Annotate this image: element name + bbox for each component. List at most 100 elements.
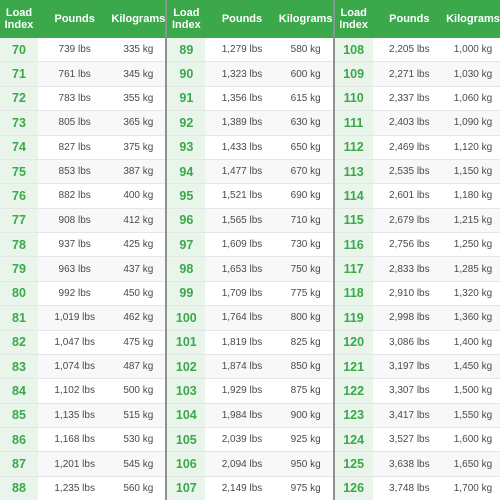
- load-index-cell: 122: [334, 379, 373, 403]
- load-index-cell: 81: [0, 306, 38, 330]
- table-row: 122 3,307 lbs 1,500 kg: [334, 378, 500, 403]
- kilograms-cell: 975 kg: [278, 476, 333, 500]
- table-row: 120 3,086 lbs 1,400 kg: [334, 329, 500, 354]
- kilograms-cell: 365 kg: [111, 111, 166, 135]
- kilograms-cell: 710 kg: [278, 208, 333, 232]
- pounds-cell: 2,833 lbs: [372, 257, 446, 281]
- pounds-cell: 908 lbs: [38, 208, 112, 232]
- kilograms-cell: 875 kg: [278, 379, 333, 403]
- header-kilograms: Kilograms: [446, 13, 500, 25]
- table-row: 108 2,205 lbs 1,000 kg: [334, 38, 500, 62]
- table-row: 78 937 lbs 425 kg: [0, 232, 166, 257]
- kilograms-cell: 475 kg: [111, 330, 166, 354]
- kilograms-cell: 515 kg: [111, 403, 166, 427]
- load-index-cell: 118: [334, 281, 373, 306]
- kilograms-cell: 462 kg: [111, 306, 166, 330]
- pounds-cell: 963 lbs: [38, 257, 112, 281]
- pounds-cell: 1,356 lbs: [205, 86, 279, 111]
- load-index-cell: 120: [334, 330, 373, 354]
- load-index-cell: 72: [0, 86, 38, 111]
- load-index-cell: 92: [167, 111, 206, 135]
- table-row: 118 2,910 lbs 1,320 kg: [334, 280, 500, 306]
- load-index-cell: 97: [167, 233, 206, 257]
- table-row: 111 2,403 lbs 1,090 kg: [334, 110, 500, 135]
- header-pounds: Pounds: [54, 13, 95, 25]
- kilograms-cell: 1,700 kg: [445, 476, 500, 500]
- pounds-cell: 1,235 lbs: [38, 476, 112, 500]
- pounds-cell: 937 lbs: [38, 233, 112, 257]
- table-row: 72 783 lbs 355 kg: [0, 85, 166, 111]
- load-index-cell: 110: [334, 86, 373, 111]
- pounds-cell: 1,389 lbs: [205, 111, 279, 135]
- table-row: 85 1,135 lbs 515 kg: [0, 402, 166, 427]
- kilograms-cell: 1,400 kg: [445, 330, 500, 354]
- kilograms-cell: 950 kg: [278, 452, 333, 476]
- pounds-cell: 2,337 lbs: [372, 86, 446, 111]
- table-row: 123 3,417 lbs 1,550 kg: [334, 402, 500, 427]
- table-row: 93 1,433 lbs 650 kg: [167, 134, 333, 159]
- table-row: 90 1,323 lbs 600 kg: [167, 61, 333, 86]
- kilograms-cell: 1,180 kg: [445, 184, 500, 208]
- pounds-cell: 2,998 lbs: [372, 306, 446, 330]
- table-row: 106 2,094 lbs 950 kg: [167, 451, 333, 476]
- load-index-cell: 117: [334, 257, 373, 281]
- kilograms-cell: 1,500 kg: [445, 379, 500, 403]
- load-index-cell: 77: [0, 208, 38, 232]
- table-row: 124 3,527 lbs 1,600 kg: [334, 427, 500, 452]
- pounds-cell: 739 lbs: [38, 38, 112, 62]
- pounds-cell: 1,709 lbs: [205, 281, 279, 306]
- load-index-cell: 99: [167, 281, 206, 306]
- pounds-cell: 1,102 lbs: [38, 379, 112, 403]
- pounds-cell: 2,205 lbs: [372, 38, 446, 62]
- pounds-cell: 853 lbs: [38, 159, 112, 184]
- pounds-cell: 1,168 lbs: [38, 428, 112, 452]
- load-index-cell: 111: [334, 111, 373, 135]
- table-column-group: Load Index Pounds Kilograms 89 1,279 lbs 580 …: [165, 0, 333, 500]
- kilograms-cell: 1,150 kg: [445, 159, 500, 184]
- table-row: 84 1,102 lbs 500 kg: [0, 378, 166, 403]
- pounds-cell: 992 lbs: [38, 281, 112, 306]
- load-index-cell: 107: [167, 476, 206, 500]
- table-row: 91 1,356 lbs 615 kg: [167, 85, 333, 111]
- header-kilograms: Kilograms: [278, 13, 333, 25]
- kilograms-cell: 690 kg: [278, 184, 333, 208]
- table-row: 107 2,149 lbs 975 kg: [167, 475, 333, 500]
- load-index-cell: 105: [167, 428, 206, 452]
- load-index-cell: 71: [0, 62, 38, 86]
- kilograms-cell: 375 kg: [111, 135, 166, 159]
- load-index-cell: 101: [167, 330, 206, 354]
- kilograms-cell: 335 kg: [111, 38, 166, 62]
- table-row: 101 1,819 lbs 825 kg: [167, 329, 333, 354]
- kilograms-cell: 1,000 kg: [445, 38, 500, 62]
- table-column-group: Load Index Pounds Kilograms 70 739 lbs 335 kg…: [0, 0, 166, 500]
- table-row: 98 1,653 lbs 750 kg: [167, 256, 333, 281]
- table-row: 88 1,235 lbs 560 kg: [0, 475, 166, 500]
- pounds-cell: 1,279 lbs: [205, 38, 279, 62]
- kilograms-cell: 1,360 kg: [445, 306, 500, 330]
- header-load-index: Load Index: [339, 7, 369, 31]
- load-index-cell: 98: [167, 257, 206, 281]
- table-row: 76 882 lbs 400 kg: [0, 183, 166, 208]
- kilograms-cell: 1,600 kg: [445, 428, 500, 452]
- pounds-cell: 3,748 lbs: [372, 476, 446, 500]
- table-row: 113 2,535 lbs 1,150 kg: [334, 158, 500, 184]
- pounds-cell: 1,764 lbs: [205, 306, 279, 330]
- pounds-cell: 1,565 lbs: [205, 208, 279, 232]
- load-index-cell: 104: [167, 403, 206, 427]
- pounds-cell: 1,201 lbs: [38, 452, 112, 476]
- load-index-cell: 88: [0, 476, 38, 500]
- kilograms-cell: 387 kg: [111, 159, 166, 184]
- table-row: 126 3,748 lbs 1,700 kg: [334, 475, 500, 500]
- load-index-cell: 102: [167, 354, 206, 379]
- table-row: 77 908 lbs 412 kg: [0, 207, 166, 232]
- table-row: 83 1,074 lbs 487 kg: [0, 353, 166, 379]
- kilograms-cell: 530 kg: [111, 428, 166, 452]
- kilograms-cell: 1,120 kg: [445, 135, 500, 159]
- table-row: 92 1,389 lbs 630 kg: [167, 110, 333, 135]
- table-row: 82 1,047 lbs 475 kg: [0, 329, 166, 354]
- pounds-cell: 1,929 lbs: [205, 379, 279, 403]
- pounds-cell: 2,403 lbs: [372, 111, 446, 135]
- kilograms-cell: 560 kg: [111, 476, 166, 500]
- load-index-cell: 90: [167, 62, 206, 86]
- kilograms-cell: 545 kg: [111, 452, 166, 476]
